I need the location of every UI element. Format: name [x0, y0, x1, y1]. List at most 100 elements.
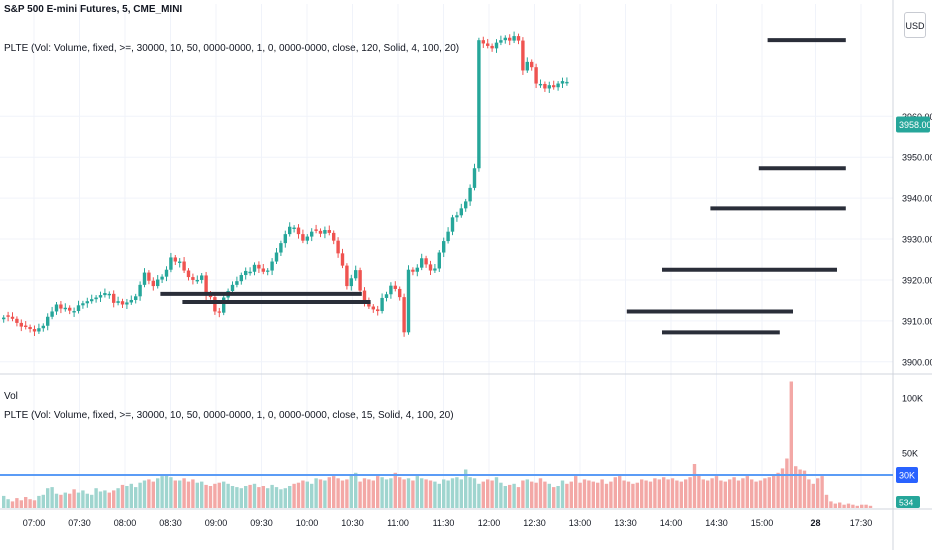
volume-bar [142, 480, 147, 508]
volume-bar [582, 479, 587, 508]
volume-bar [569, 481, 573, 508]
candle [446, 231, 450, 242]
volume-bar [446, 480, 450, 508]
currency-button[interactable]: USD [904, 12, 926, 38]
volume-bar [178, 480, 182, 508]
volume-bar [508, 484, 512, 508]
volume-bar [679, 481, 683, 508]
volume-bar [455, 477, 459, 508]
volume-bar [464, 469, 468, 508]
candle [468, 187, 472, 202]
volume-bar [428, 480, 433, 508]
volume-bar [204, 484, 208, 508]
volume-bar [750, 479, 754, 508]
volume-bar [701, 479, 705, 508]
threshold-badge [896, 467, 918, 483]
volume-bar [556, 486, 560, 508]
volume-bar [741, 478, 745, 508]
candle [345, 265, 349, 287]
volume-bar [596, 482, 600, 508]
volume-bar [512, 483, 516, 508]
volume-bar [472, 478, 477, 508]
volume-bar [85, 493, 89, 508]
candle [76, 305, 81, 312]
time-axis-label: 07:30 [68, 518, 91, 528]
candle [424, 258, 428, 265]
volume-bar [587, 480, 591, 508]
price-axis-label: 3920.00 [902, 275, 932, 285]
candle [464, 201, 468, 209]
volume-bar [112, 490, 116, 508]
time-axis-label: 10:00 [296, 518, 319, 528]
candle [10, 316, 15, 319]
candle [292, 227, 296, 230]
volume-bar [578, 482, 582, 508]
last-price-badge [896, 116, 930, 133]
volume-bar [688, 477, 692, 508]
candle [134, 296, 138, 300]
time-axis-label: 11:00 [387, 518, 409, 528]
volume-bar [15, 498, 19, 508]
candle [19, 322, 23, 327]
volume-bar [235, 487, 239, 508]
volume-bar [314, 478, 318, 508]
volume-bar [288, 486, 292, 508]
candle [2, 317, 6, 320]
last-price-label: 3958.00 [899, 120, 932, 130]
candle [46, 316, 50, 326]
candle [530, 61, 534, 68]
candle [6, 315, 10, 317]
volume-bar [842, 504, 846, 508]
volume-axis-label: 50K [902, 449, 918, 459]
volume-bar [59, 494, 63, 508]
volume-study-legend[interactable]: PLTE (Vol: Volume, fixed, >=, 30000, 10,… [4, 410, 454, 421]
symbol-title: S&P 500 E-mini Futures, 5, CME_MINI [4, 4, 183, 15]
volume-bar [789, 381, 793, 508]
volume-bar [754, 481, 758, 508]
volume-bar [160, 476, 164, 508]
candle [415, 267, 419, 272]
candle [178, 261, 182, 263]
volume-bar [24, 497, 28, 508]
volume-bar [437, 483, 441, 508]
volume-bar [208, 486, 213, 508]
volume-bar [116, 488, 120, 508]
volume-bar [648, 481, 653, 508]
price-study-legend[interactable]: PLTE (Vol: Volume, fixed, >=, 30000, 10,… [4, 43, 460, 54]
time-axis-label: 14:30 [705, 518, 728, 528]
volume-bar [222, 481, 226, 508]
volume-bar [120, 484, 125, 508]
candle [301, 234, 305, 241]
volume-bar [37, 495, 41, 508]
candle [279, 243, 283, 253]
volume-bar [846, 503, 851, 508]
candle [406, 269, 411, 333]
volume-bar [6, 499, 10, 508]
candle [538, 83, 543, 86]
volume-bar [644, 480, 648, 508]
price-axis-label: 3940.00 [902, 194, 932, 204]
volume-bar [494, 477, 499, 508]
volume-bar [186, 481, 191, 508]
volume-bar [855, 505, 859, 508]
volume-bar [54, 493, 59, 508]
candle [204, 275, 208, 296]
volume-bar [10, 501, 15, 508]
volume-bar [138, 482, 142, 508]
candle [552, 85, 556, 88]
volume-bar [802, 470, 807, 508]
volume-bar [420, 478, 424, 508]
candle [354, 270, 358, 279]
volume-bar [838, 502, 842, 508]
candle [288, 226, 292, 235]
time-axis-label: 12:00 [478, 518, 501, 528]
volume-bar [244, 486, 248, 508]
candle [257, 264, 261, 269]
volume-bar [719, 480, 723, 508]
volume-bar [459, 479, 463, 508]
candle [208, 295, 213, 298]
candle [283, 234, 287, 244]
candle [362, 290, 367, 303]
